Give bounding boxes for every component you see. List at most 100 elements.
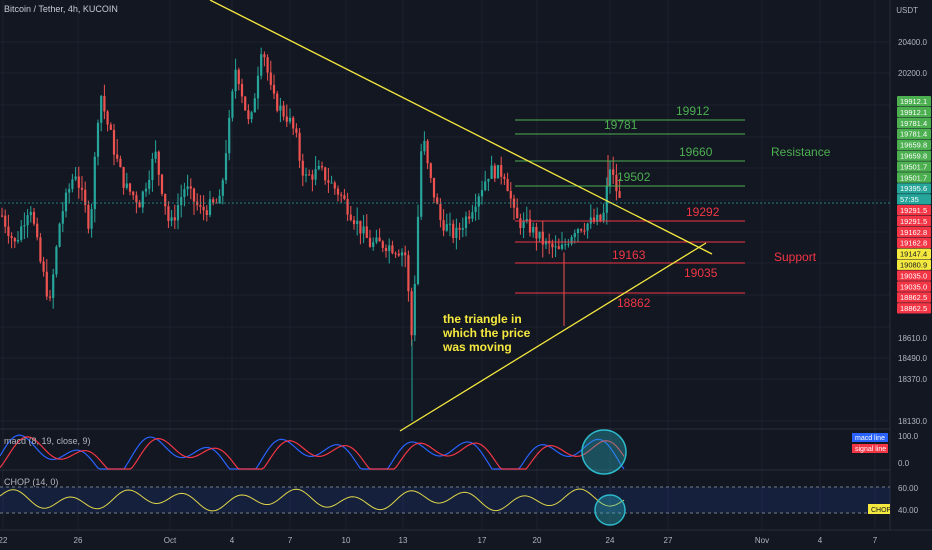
currency-label: USDT — [896, 6, 918, 15]
candle-body — [557, 246, 560, 249]
price-tag-bg — [897, 205, 931, 216]
candle-body — [109, 124, 112, 130]
price-tag-bg — [897, 161, 931, 172]
support-level-label: 18862 — [617, 296, 651, 310]
price-tag-bg — [897, 303, 931, 314]
chop-line — [0, 488, 625, 512]
candle-body — [192, 188, 196, 202]
price-tag: 19035.0 — [900, 282, 927, 291]
candle-body — [68, 188, 71, 193]
candle-body — [493, 165, 496, 179]
candle-body — [170, 217, 173, 221]
resistance-label: Resistance — [771, 145, 831, 159]
signal-legend-bg — [852, 444, 888, 453]
candle-body — [384, 247, 388, 252]
candle-body — [55, 246, 58, 275]
candle-body — [29, 211, 32, 216]
price-axis-label: 18490.0 — [898, 354, 927, 363]
price-tag: 19501.7 — [900, 173, 927, 182]
price-tag: 18862.5 — [900, 293, 927, 302]
candle-body — [16, 239, 20, 242]
candle-body — [509, 191, 512, 199]
candle-body — [36, 223, 39, 238]
time-axis-label: Nov — [755, 536, 769, 545]
candle-body — [436, 197, 439, 204]
candle-body — [538, 231, 541, 239]
price-tag: 57:35 — [900, 195, 919, 204]
candle-body — [413, 283, 416, 336]
resistance-level-label: 19660 — [679, 145, 713, 159]
candle-body — [128, 183, 132, 192]
price-tag: 19162.8 — [900, 228, 927, 237]
candle-body — [464, 216, 468, 229]
candle-body — [519, 218, 522, 229]
candle-body — [292, 117, 295, 129]
candle-body — [423, 140, 426, 152]
candle-body — [167, 206, 170, 221]
chop-badge-bg — [868, 504, 890, 514]
price-axis-label: 20400.0 — [898, 38, 927, 47]
candle-body — [84, 189, 87, 205]
price-tag: 19781.4 — [900, 119, 927, 128]
candle-body — [583, 230, 586, 232]
candle-body — [352, 220, 356, 225]
time-axis-label: 4 — [818, 536, 823, 545]
triangle-note-line: which the price — [442, 326, 531, 340]
candle-body — [480, 190, 484, 197]
candle-body — [269, 72, 272, 85]
candle-body — [458, 227, 461, 230]
candle-body — [282, 105, 285, 117]
candle-body — [256, 75, 260, 99]
price-axis-label: 20200.0 — [898, 69, 927, 78]
candle-body — [551, 243, 554, 248]
candle-body — [346, 199, 349, 215]
resistance-level-label: 19912 — [676, 104, 710, 118]
candle-body — [368, 237, 372, 247]
time-axis-label: 26 — [74, 536, 83, 545]
candle-body — [26, 215, 29, 226]
candle-body — [266, 57, 269, 73]
candle-body — [522, 220, 525, 229]
chop-label: CHOP (14, 0) — [4, 477, 59, 487]
candle-body — [420, 151, 423, 217]
candle-body — [560, 244, 564, 249]
candle-body — [263, 54, 266, 58]
price-tag-bg — [897, 194, 931, 205]
chop-band — [0, 487, 890, 513]
candle-body — [400, 252, 404, 256]
candle-body — [151, 158, 154, 181]
candle-body — [487, 178, 490, 182]
support-label: Support — [774, 250, 817, 264]
signal-legend-label: signal line — [855, 446, 886, 453]
candle-body — [39, 237, 42, 262]
candle-body — [260, 54, 263, 76]
candle-body — [580, 229, 583, 231]
candle-body — [112, 129, 116, 155]
candle-body — [45, 271, 48, 297]
candle-body — [596, 214, 599, 222]
candle-body — [461, 228, 464, 230]
chop-axis-label: 60.00 — [898, 484, 919, 493]
candle-body — [212, 199, 215, 203]
candle-body — [391, 245, 394, 254]
time-axis-label: 22 — [0, 536, 8, 545]
time-axis-label: 17 — [478, 536, 487, 545]
price-tag: 19912.1 — [900, 108, 927, 117]
price-tag-bg — [897, 281, 931, 292]
candle-body — [90, 209, 93, 229]
price-tag: 19501.7 — [900, 162, 927, 171]
price-tag: 19912.1 — [900, 97, 927, 106]
candle-body — [58, 223, 61, 247]
candle-body — [298, 132, 301, 161]
candle-body — [77, 176, 80, 188]
candle-body — [407, 255, 410, 292]
candle-body — [439, 203, 442, 221]
candle-body — [103, 96, 106, 112]
candle-body — [397, 253, 400, 256]
candle-body — [362, 226, 365, 234]
candle-body — [132, 191, 135, 196]
price-tag: 19035.0 — [900, 271, 927, 280]
candle-body — [74, 176, 77, 180]
price-tag: 19147.4 — [900, 250, 927, 259]
